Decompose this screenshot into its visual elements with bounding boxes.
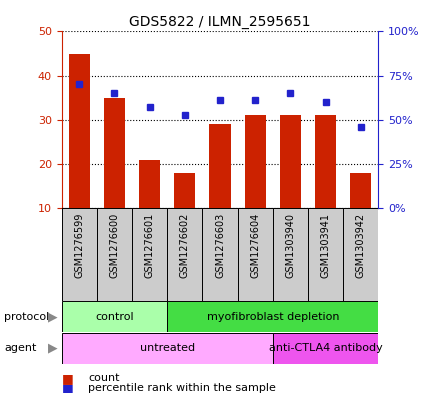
Title: GDS5822 / ILMN_2595651: GDS5822 / ILMN_2595651 [129, 15, 311, 29]
Text: agent: agent [4, 343, 37, 353]
Bar [139, 160, 160, 208]
Bar [62, 301, 167, 332]
Bar [167, 208, 202, 301]
Text: ■: ■ [62, 371, 73, 385]
Text: percentile rank within the sample: percentile rank within the sample [88, 383, 276, 393]
Bar [280, 116, 301, 208]
Text: control: control [95, 312, 134, 322]
Bar [62, 333, 273, 364]
Text: ▶: ▶ [48, 310, 58, 323]
Bar [132, 208, 167, 301]
Text: GSM1303942: GSM1303942 [356, 213, 366, 278]
Text: myofibroblast depletion: myofibroblast depletion [206, 312, 339, 322]
Bar [308, 208, 343, 301]
Bar [62, 208, 97, 301]
Text: GSM1276599: GSM1276599 [74, 213, 84, 278]
Text: GSM1276604: GSM1276604 [250, 213, 260, 278]
Bar [245, 116, 266, 208]
Bar [104, 98, 125, 208]
Text: GSM1276603: GSM1276603 [215, 213, 225, 278]
Bar [97, 208, 132, 301]
Bar [174, 173, 195, 208]
Bar [273, 333, 378, 364]
Bar [343, 208, 378, 301]
Text: GSM1276600: GSM1276600 [110, 213, 119, 278]
Text: count: count [88, 373, 120, 383]
Bar [350, 173, 371, 208]
Text: GSM1303940: GSM1303940 [286, 213, 295, 278]
Bar [209, 124, 231, 208]
Text: anti-CTLA4 antibody: anti-CTLA4 antibody [269, 343, 382, 353]
Bar [202, 208, 238, 301]
Text: GSM1276602: GSM1276602 [180, 213, 190, 278]
Text: protocol: protocol [4, 312, 50, 322]
Bar [167, 301, 378, 332]
Bar [315, 116, 336, 208]
Bar [238, 208, 273, 301]
Bar [273, 208, 308, 301]
Text: untreated: untreated [139, 343, 195, 353]
Text: ■: ■ [62, 382, 73, 393]
Text: GSM1276601: GSM1276601 [145, 213, 154, 278]
Text: GSM1303941: GSM1303941 [321, 213, 330, 278]
Bar [69, 53, 90, 208]
Text: ▶: ▶ [48, 342, 58, 355]
